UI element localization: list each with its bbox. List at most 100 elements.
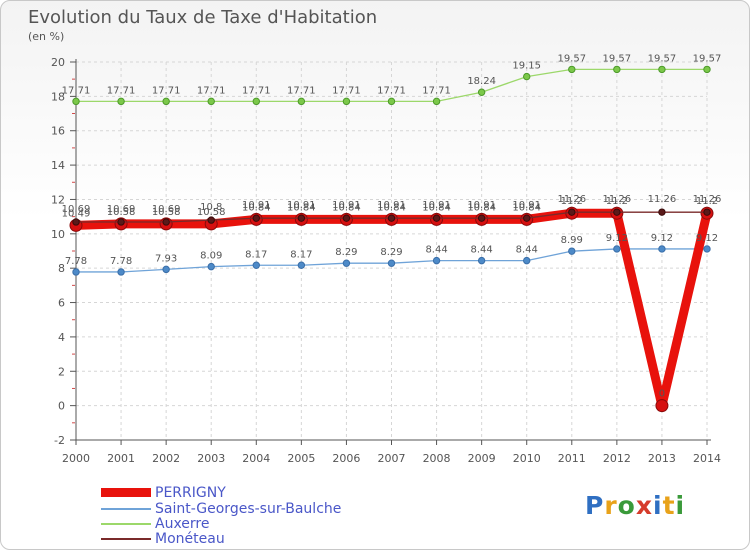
data-label: 10.58: [107, 207, 136, 218]
data-point: [387, 214, 396, 222]
data-label: 8.29: [335, 247, 357, 258]
data-label: 11.26: [693, 194, 722, 205]
legend-label-auxerre: Auxerre: [155, 515, 210, 532]
logo-letter: x: [635, 491, 653, 520]
data-label: 10.84: [377, 202, 406, 213]
data-label: 19.57: [648, 53, 677, 64]
data-point: [523, 214, 531, 222]
y-tick-label: 16: [51, 125, 65, 138]
y-axis: -2 0 2 4 6 8 10 12 14 16 18 20: [51, 56, 77, 447]
data-point: [477, 256, 486, 265]
legend-swatch-perrigny: [101, 488, 151, 497]
data-label: 8.44: [425, 245, 447, 256]
data-point: [252, 97, 260, 106]
data-point: [387, 97, 396, 106]
series-layer: [69, 65, 714, 413]
data-point: [162, 218, 170, 226]
data-label: 8.09: [200, 251, 222, 262]
logo-letter: r: [604, 491, 618, 520]
data-point: [477, 88, 486, 96]
data-label: 18.24: [467, 76, 496, 87]
data-label: 19.57: [603, 53, 632, 64]
data-point: [342, 97, 351, 106]
data-label: 9.12: [696, 233, 718, 244]
legend-swatch-moneteau: [101, 537, 151, 540]
data-label: 10.91: [332, 200, 361, 211]
legend-label-perrigny: PERRIGNY: [155, 484, 226, 501]
y-tick-label: 8: [58, 262, 65, 275]
x-tick-label: 2010: [513, 452, 541, 465]
logo-letter: i: [653, 491, 663, 520]
data-point: [342, 214, 351, 222]
data-label: 10.8: [200, 202, 222, 213]
data-point: [613, 208, 621, 216]
x-tick-label: 2005: [287, 452, 315, 465]
data-label: 8.44: [471, 245, 493, 256]
data-point: [342, 259, 351, 267]
data-point: [207, 97, 215, 106]
y-tick-label: 18: [51, 90, 65, 103]
data-point: [117, 218, 125, 226]
x-tick-label: 2014: [693, 452, 721, 465]
data-point: [207, 216, 215, 224]
legend-item-perrigny: PERRIGNY: [101, 484, 226, 501]
logo-letter: i: [675, 491, 686, 520]
data-point: [523, 256, 531, 265]
data-label: 8.44: [516, 245, 538, 256]
data-label: 10.91: [512, 200, 541, 211]
data-label: 10.69: [152, 204, 181, 215]
data-label: 17.71: [62, 85, 91, 96]
data-point: [117, 97, 125, 106]
x-tick-label: 2007: [378, 452, 406, 465]
data-label: 10.91: [287, 200, 316, 211]
data-label: 10.91: [242, 200, 271, 211]
data-label: 7.78: [65, 256, 87, 267]
data-label: 7.78: [110, 256, 132, 267]
legend-label-moneteau: Monéteau: [155, 530, 225, 547]
data-label: 17.71: [107, 85, 136, 96]
data-point: [703, 65, 711, 74]
y-tick-label: 4: [58, 331, 65, 344]
data-label: 10.84: [242, 202, 271, 213]
data-point: [477, 214, 486, 222]
data-point: [162, 265, 170, 274]
data-label: 10.91: [377, 200, 406, 211]
y-tick-label: -2: [54, 434, 65, 447]
grid: [75, 61, 708, 441]
data-label: 17.71: [332, 85, 361, 96]
data-point: [703, 245, 711, 253]
data-label: 8.29: [380, 247, 402, 258]
data-label: 19.57: [693, 53, 722, 64]
data-label: 8.17: [290, 249, 312, 260]
data-label: 10.91: [422, 200, 451, 211]
data-point: [568, 65, 576, 74]
data-point: [162, 97, 170, 106]
data-label: 10.84: [467, 202, 496, 213]
x-tick-label: 2004: [242, 452, 270, 465]
data-point: [297, 214, 306, 222]
data-label: 10.84: [512, 202, 541, 213]
data-label: 11.26: [648, 194, 677, 205]
data-point: [432, 214, 441, 222]
data-label: 11.26: [603, 194, 632, 205]
y-tick-label: 2: [58, 365, 65, 378]
data-label: 11.2: [696, 196, 718, 207]
x-axis: 2000 2001 2002 2003 2004 2005 2006 2007 2008 2009…: [62, 439, 721, 465]
data-point: [72, 97, 80, 106]
data-label: 10.58: [197, 207, 226, 218]
data-point: [432, 97, 441, 106]
data-point: [655, 399, 669, 413]
chart-title: Evolution du Taux de Taxe d'Habitation: [28, 7, 378, 28]
data-point: [252, 214, 260, 222]
y-tick-label: 14: [51, 159, 65, 172]
data-label: 9.12: [651, 233, 673, 244]
y-tick-label: 0: [58, 400, 65, 413]
data-label: 11.26: [557, 194, 586, 205]
data-label: 17.71: [242, 85, 271, 96]
data-point: [387, 259, 396, 267]
data-point: [297, 261, 306, 269]
legend-swatch-saint-georges: [101, 507, 151, 510]
x-tick-label: 2009: [468, 452, 496, 465]
x-tick-label: 2000: [62, 452, 90, 465]
